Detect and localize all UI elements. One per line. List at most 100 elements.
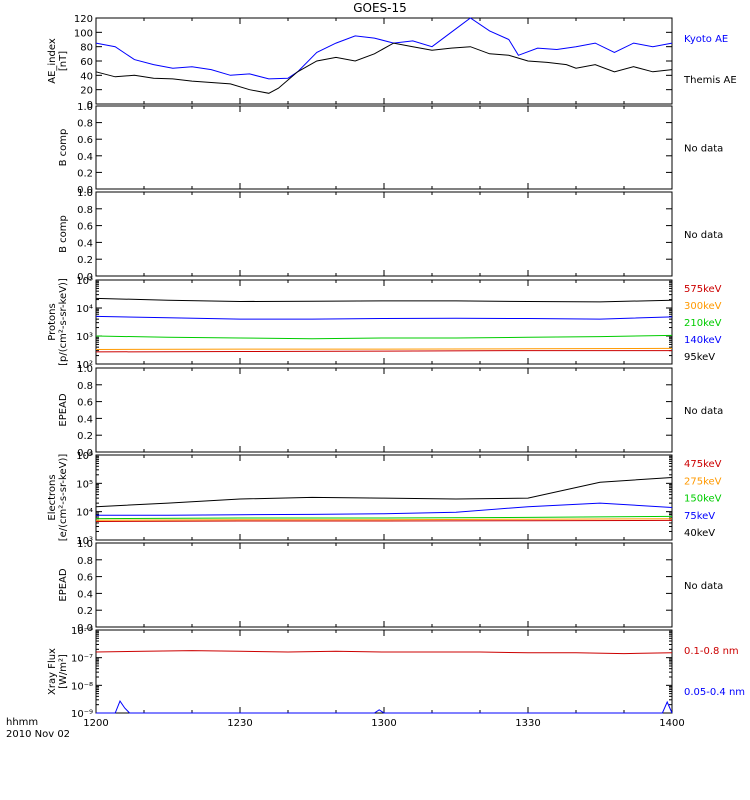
y-axis-label: EPEAD xyxy=(58,393,69,427)
panel-8: 10⁻⁹ 10⁻⁸ 10⁻⁷ 10⁻⁶ Xray Flux [W/m²] 0.1-0.8 n… xyxy=(47,626,745,720)
panel-7: 0.0 0.2 0.4 0.6 0.8 1.0 EPEAD No data xyxy=(58,539,723,634)
y-tick-label: 1.0 xyxy=(77,364,93,375)
time-axis-label: hhmm xyxy=(6,717,38,728)
legend-label: 40keV xyxy=(684,528,715,539)
series-line xyxy=(95,518,673,521)
panel-5: 0.0 0.2 0.4 0.6 0.8 1.0 EPEAD No data xyxy=(58,364,723,459)
y-tick-label: 0.4 xyxy=(77,414,93,425)
y-axis-label: Protons xyxy=(47,303,58,340)
y-axis-label: [nT] xyxy=(58,51,69,71)
y-tick-label: 0.2 xyxy=(77,255,93,266)
legend-label: 0.1-0.8 nm xyxy=(684,646,739,657)
y-tick-label: 40 xyxy=(80,71,93,82)
panel-4: 10² 10³ 10⁴ 10⁵ Protons [p/(cm²-s-sr-keV)] 575… xyxy=(47,276,722,371)
y-tick-label: 1.0 xyxy=(77,539,93,550)
y-axis-label: Electrons xyxy=(47,474,58,520)
y-tick-label: 0.0 xyxy=(77,272,93,283)
y-tick-label: 10⁴ xyxy=(76,508,93,519)
legend-label: 300keV xyxy=(684,301,722,312)
series-line xyxy=(95,350,672,353)
panel-frame xyxy=(95,454,673,541)
y-axis-label: [e/(cm²-s-sr-keV)] xyxy=(58,454,69,542)
y-tick-label: 0.2 xyxy=(77,431,93,442)
no-data-note: No data xyxy=(684,581,723,592)
panel-stack: 0 20 40 60 80 100 120 AE_index [nT] Kyoto AE Themi… xyxy=(47,14,745,729)
y-tick-label: 10⁻⁶ xyxy=(71,626,93,637)
y-tick-label: 0.6 xyxy=(77,135,93,146)
legend-label: 140keV xyxy=(684,335,722,346)
y-tick-label: 100 xyxy=(74,28,93,39)
y-tick-label: 0.2 xyxy=(77,606,93,617)
legend-label: 575keV xyxy=(684,284,722,295)
y-tick-label: 10⁶ xyxy=(76,451,93,462)
y-tick-label: 0.0 xyxy=(77,448,93,459)
y-tick-label: 10⁵ xyxy=(76,276,93,287)
y-tick-label: 0.4 xyxy=(77,152,93,163)
panel-6: 10³ 10⁴ 10⁵ 10⁶ Electrons [e/(cm²-s-sr-keV)] 4… xyxy=(47,451,722,547)
panel-frame xyxy=(95,542,673,628)
chart-title: GOES-15 xyxy=(353,1,407,15)
x-tick-label: 1200 xyxy=(83,718,108,729)
panel-2: 0.0 0.2 0.4 0.6 0.8 1.0 B comp No data xyxy=(58,102,723,196)
no-data-note: No data xyxy=(684,144,723,155)
y-tick-label: 0.6 xyxy=(77,573,93,584)
no-data-note: No data xyxy=(684,406,723,417)
legend-label: 475keV xyxy=(684,459,722,470)
y-tick-label: 10² xyxy=(76,360,93,371)
y-tick-label: 1.0 xyxy=(77,188,93,199)
y-axis-label: B comp xyxy=(58,129,69,167)
y-axis-label: Xray Flux xyxy=(47,648,58,695)
y-tick-label: 10³ xyxy=(76,536,93,547)
y-tick-label: 10⁵ xyxy=(76,479,93,490)
x-tick-label: 1400 xyxy=(659,718,684,729)
series-line xyxy=(95,477,673,508)
x-tick-label: 1230 xyxy=(227,718,252,729)
x-tick-label: 1330 xyxy=(515,718,540,729)
y-tick-label: 0.6 xyxy=(77,222,93,233)
y-axis-label: AE_index xyxy=(47,38,58,84)
legend-label: 210keV xyxy=(684,318,722,329)
legend-label: Themis AE xyxy=(683,75,737,86)
y-tick-label: 0.0 xyxy=(77,185,93,196)
x-tick-label: 1300 xyxy=(371,718,396,729)
y-axis-label: B comp xyxy=(58,215,69,253)
y-tick-label: 10³ xyxy=(76,332,93,343)
panel-1: 0 20 40 60 80 100 120 AE_index [nT] Kyoto AE Themi… xyxy=(47,14,737,111)
y-tick-label: 0.8 xyxy=(77,205,93,216)
y-axis-label: [p/(cm²-s-sr-keV)] xyxy=(58,278,69,366)
legend-label: Kyoto AE xyxy=(684,34,728,45)
y-tick-label: 10⁻⁸ xyxy=(71,681,93,692)
y-tick-label: 120 xyxy=(74,14,93,25)
series-line xyxy=(96,502,673,516)
series-line xyxy=(95,297,673,303)
panel-3: 0.0 0.2 0.4 0.6 0.8 1.0 B comp No data xyxy=(58,188,723,283)
y-tick-label: 1.0 xyxy=(77,102,93,113)
panel-frame xyxy=(95,191,673,277)
y-tick-label: 80 xyxy=(80,43,93,54)
panel-frame xyxy=(95,367,673,453)
series-line xyxy=(95,42,673,94)
y-axis-label: [W/m²] xyxy=(58,654,69,689)
y-tick-label: 0.2 xyxy=(77,168,93,179)
series-line xyxy=(96,700,673,714)
no-data-note: No data xyxy=(684,230,723,241)
legend-label: 150keV xyxy=(684,494,722,505)
y-tick-label: 10⁴ xyxy=(76,304,93,315)
series-line xyxy=(95,519,673,522)
y-tick-label: 0.4 xyxy=(77,589,93,600)
y-tick-label: 0.0 xyxy=(77,623,93,634)
y-tick-label: 10⁻⁷ xyxy=(71,654,93,665)
y-tick-label: 10⁻⁹ xyxy=(71,709,93,720)
panel-frame xyxy=(95,105,673,190)
legend-label: 75keV xyxy=(684,511,715,522)
panel-frame xyxy=(95,629,673,714)
y-axis-label: EPEAD xyxy=(58,568,69,602)
series-line xyxy=(95,650,673,655)
y-tick-label: 0.8 xyxy=(77,381,93,392)
y-tick-label: 0.8 xyxy=(77,119,93,130)
y-tick-label: 0.6 xyxy=(77,398,93,409)
time-axis-date: 2010 Nov 02 xyxy=(6,729,70,740)
legend-label: 95keV xyxy=(684,352,715,363)
y-tick-label: 0 xyxy=(87,100,93,111)
